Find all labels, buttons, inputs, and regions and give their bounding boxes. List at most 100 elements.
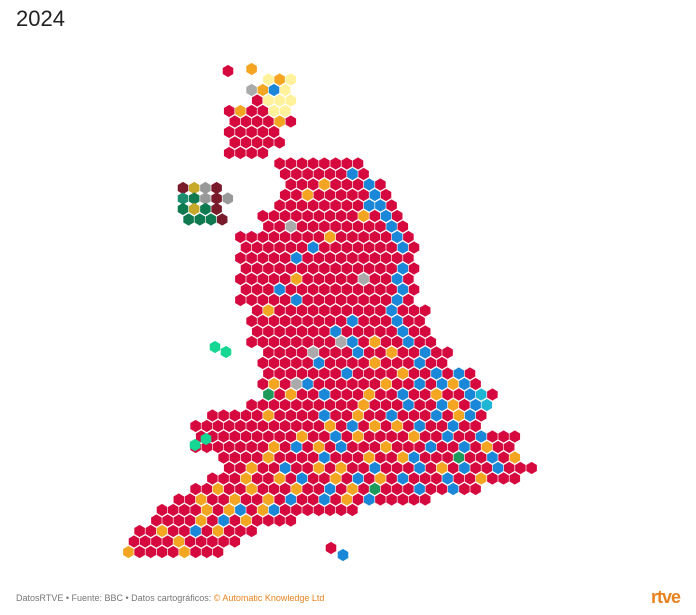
constituency-hex-con[interactable] (347, 419, 358, 433)
constituency-hex-lab[interactable] (212, 503, 224, 517)
constituency-hex-ld[interactable] (285, 388, 297, 401)
constituency-hex-snp[interactable] (274, 94, 285, 107)
constituency-hex-con[interactable] (291, 293, 302, 307)
constituency-hex-lab[interactable] (341, 346, 353, 359)
constituency-hex-lab[interactable] (375, 493, 386, 506)
constituency-hex-lab[interactable] (498, 472, 509, 485)
constituency-hex-lab[interactable] (257, 104, 269, 118)
constituency-hex-ld[interactable] (268, 440, 280, 454)
constituency-hex-con[interactable] (492, 461, 504, 475)
constituency-hex-lab[interactable] (481, 461, 493, 475)
constituency-hex-lab[interactable] (425, 461, 437, 475)
constituency-hex-con[interactable] (470, 398, 481, 412)
constituency-hex-lab[interactable] (285, 346, 297, 359)
constituency-hex-green[interactable] (263, 388, 274, 401)
constituency-hex-lab[interactable] (235, 461, 246, 475)
constituency-hex-lab[interactable] (240, 115, 252, 128)
constituency-hex-ld[interactable] (386, 346, 397, 359)
constituency-hex-lab[interactable] (347, 293, 358, 307)
constituency-hex-lab[interactable] (223, 146, 235, 160)
constituency-hex-lab[interactable] (257, 314, 269, 328)
constituency-hex-ld[interactable] (274, 472, 285, 485)
constituency-hex-lab[interactable] (285, 178, 297, 191)
constituency-hex-lab[interactable] (285, 367, 297, 380)
constituency-hex-lab[interactable] (257, 251, 269, 265)
constituency-hex-lab[interactable] (324, 188, 336, 202)
constituency-hex-lab[interactable] (257, 440, 269, 454)
constituency-hex-lab[interactable] (470, 440, 481, 454)
constituency-hex-lab[interactable] (263, 430, 274, 443)
constituency-hex-lab[interactable] (240, 451, 252, 464)
constituency-hex-ld[interactable] (352, 409, 364, 422)
constituency-hex-con[interactable] (386, 409, 397, 422)
constituency-hex-lab[interactable] (151, 514, 162, 527)
constituency-hex-lab[interactable] (246, 293, 257, 307)
constituency-hex-lab[interactable] (156, 503, 168, 517)
constituency-hex-lab[interactable] (235, 440, 246, 454)
constituency-hex-lab[interactable] (369, 209, 381, 223)
constituency-hex-lab[interactable] (464, 367, 476, 380)
constituency-hex-lab[interactable] (274, 220, 285, 233)
constituency-hex-lab[interactable] (279, 335, 291, 349)
constituency-hex-lab[interactable] (246, 104, 257, 118)
constituency-hex-lab[interactable] (257, 377, 269, 391)
constituency-hex-lab[interactable] (335, 377, 347, 391)
constituency-hex-lab[interactable] (335, 209, 347, 223)
constituency-hex-con[interactable] (391, 293, 403, 307)
constituency-hex-lab[interactable] (319, 199, 330, 212)
constituency-hex-lab[interactable] (375, 241, 386, 254)
constituency-hex-lab[interactable] (347, 461, 358, 475)
constituency-hex-lab[interactable] (335, 398, 347, 412)
constituency-hex-snp[interactable] (279, 104, 291, 118)
constituency-hex-lab[interactable] (285, 409, 297, 422)
constituency-hex-lab[interactable] (151, 535, 162, 548)
constituency-hex-ld[interactable] (246, 461, 257, 475)
constituency-hex-lab[interactable] (352, 262, 364, 275)
constituency-hex-ld[interactable] (123, 545, 134, 559)
constituency-hex-lab[interactable] (363, 220, 375, 233)
constituency-hex-lab[interactable] (268, 125, 280, 139)
constituency-hex-lab[interactable] (291, 167, 302, 181)
constituency-hex-ld[interactable] (369, 335, 381, 349)
constituency-hex-con[interactable] (453, 367, 465, 380)
constituency-hex-lab[interactable] (363, 367, 375, 380)
constituency-hex-lab[interactable] (201, 482, 213, 496)
constituency-hex-con[interactable] (380, 209, 392, 223)
constituency-hex-lab[interactable] (375, 409, 386, 422)
constituency-hex-snp[interactable] (268, 104, 280, 118)
constituency-hex-lab[interactable] (419, 388, 431, 401)
constituency-hex-lab[interactable] (229, 472, 241, 485)
constituency-hex-lab[interactable] (347, 272, 358, 286)
constituency-hex-lab[interactable] (347, 230, 358, 244)
constituency-hex-lab[interactable] (257, 419, 269, 433)
constituency-hex-lab[interactable] (296, 304, 308, 317)
ni-constituency-hex-dup[interactable] (216, 213, 228, 226)
constituency-hex-lab[interactable] (386, 241, 397, 254)
constituency-hex-lab[interactable] (335, 314, 347, 328)
constituency-hex-lab[interactable] (408, 241, 420, 254)
constituency-hex-lab[interactable] (313, 167, 325, 181)
constituency-hex-lab[interactable] (285, 514, 297, 527)
constituency-hex-lab[interactable] (464, 451, 476, 464)
constituency-hex-lab[interactable] (251, 283, 263, 296)
constituency-hex-lab[interactable] (352, 199, 364, 212)
constituency-hex-lab[interactable] (352, 325, 364, 338)
constituency-hex-lab[interactable] (134, 545, 145, 559)
ni-constituency-hex-sdlp[interactable] (177, 192, 189, 205)
constituency-hex-lab[interactable] (246, 272, 257, 286)
constituency-hex-lab[interactable] (291, 209, 302, 223)
constituency-hex-green[interactable] (453, 451, 465, 464)
constituency-hex-ld[interactable] (369, 356, 381, 370)
constituency-hex-lab[interactable] (391, 461, 403, 475)
constituency-hex-ld[interactable] (363, 451, 375, 464)
constituency-hex-lab[interactable] (296, 493, 308, 506)
constituency-hex-lab[interactable] (218, 430, 229, 443)
constituency-hex-lab[interactable] (358, 251, 369, 265)
constituency-hex-ld[interactable] (195, 493, 207, 506)
constituency-hex-lab[interactable] (369, 293, 381, 307)
constituency-hex-con[interactable] (436, 398, 448, 412)
constituency-hex-lab[interactable] (307, 451, 319, 464)
constituency-hex-lab[interactable] (335, 293, 347, 307)
constituency-hex-lab[interactable] (391, 251, 403, 265)
constituency-hex-lab[interactable] (268, 398, 280, 412)
